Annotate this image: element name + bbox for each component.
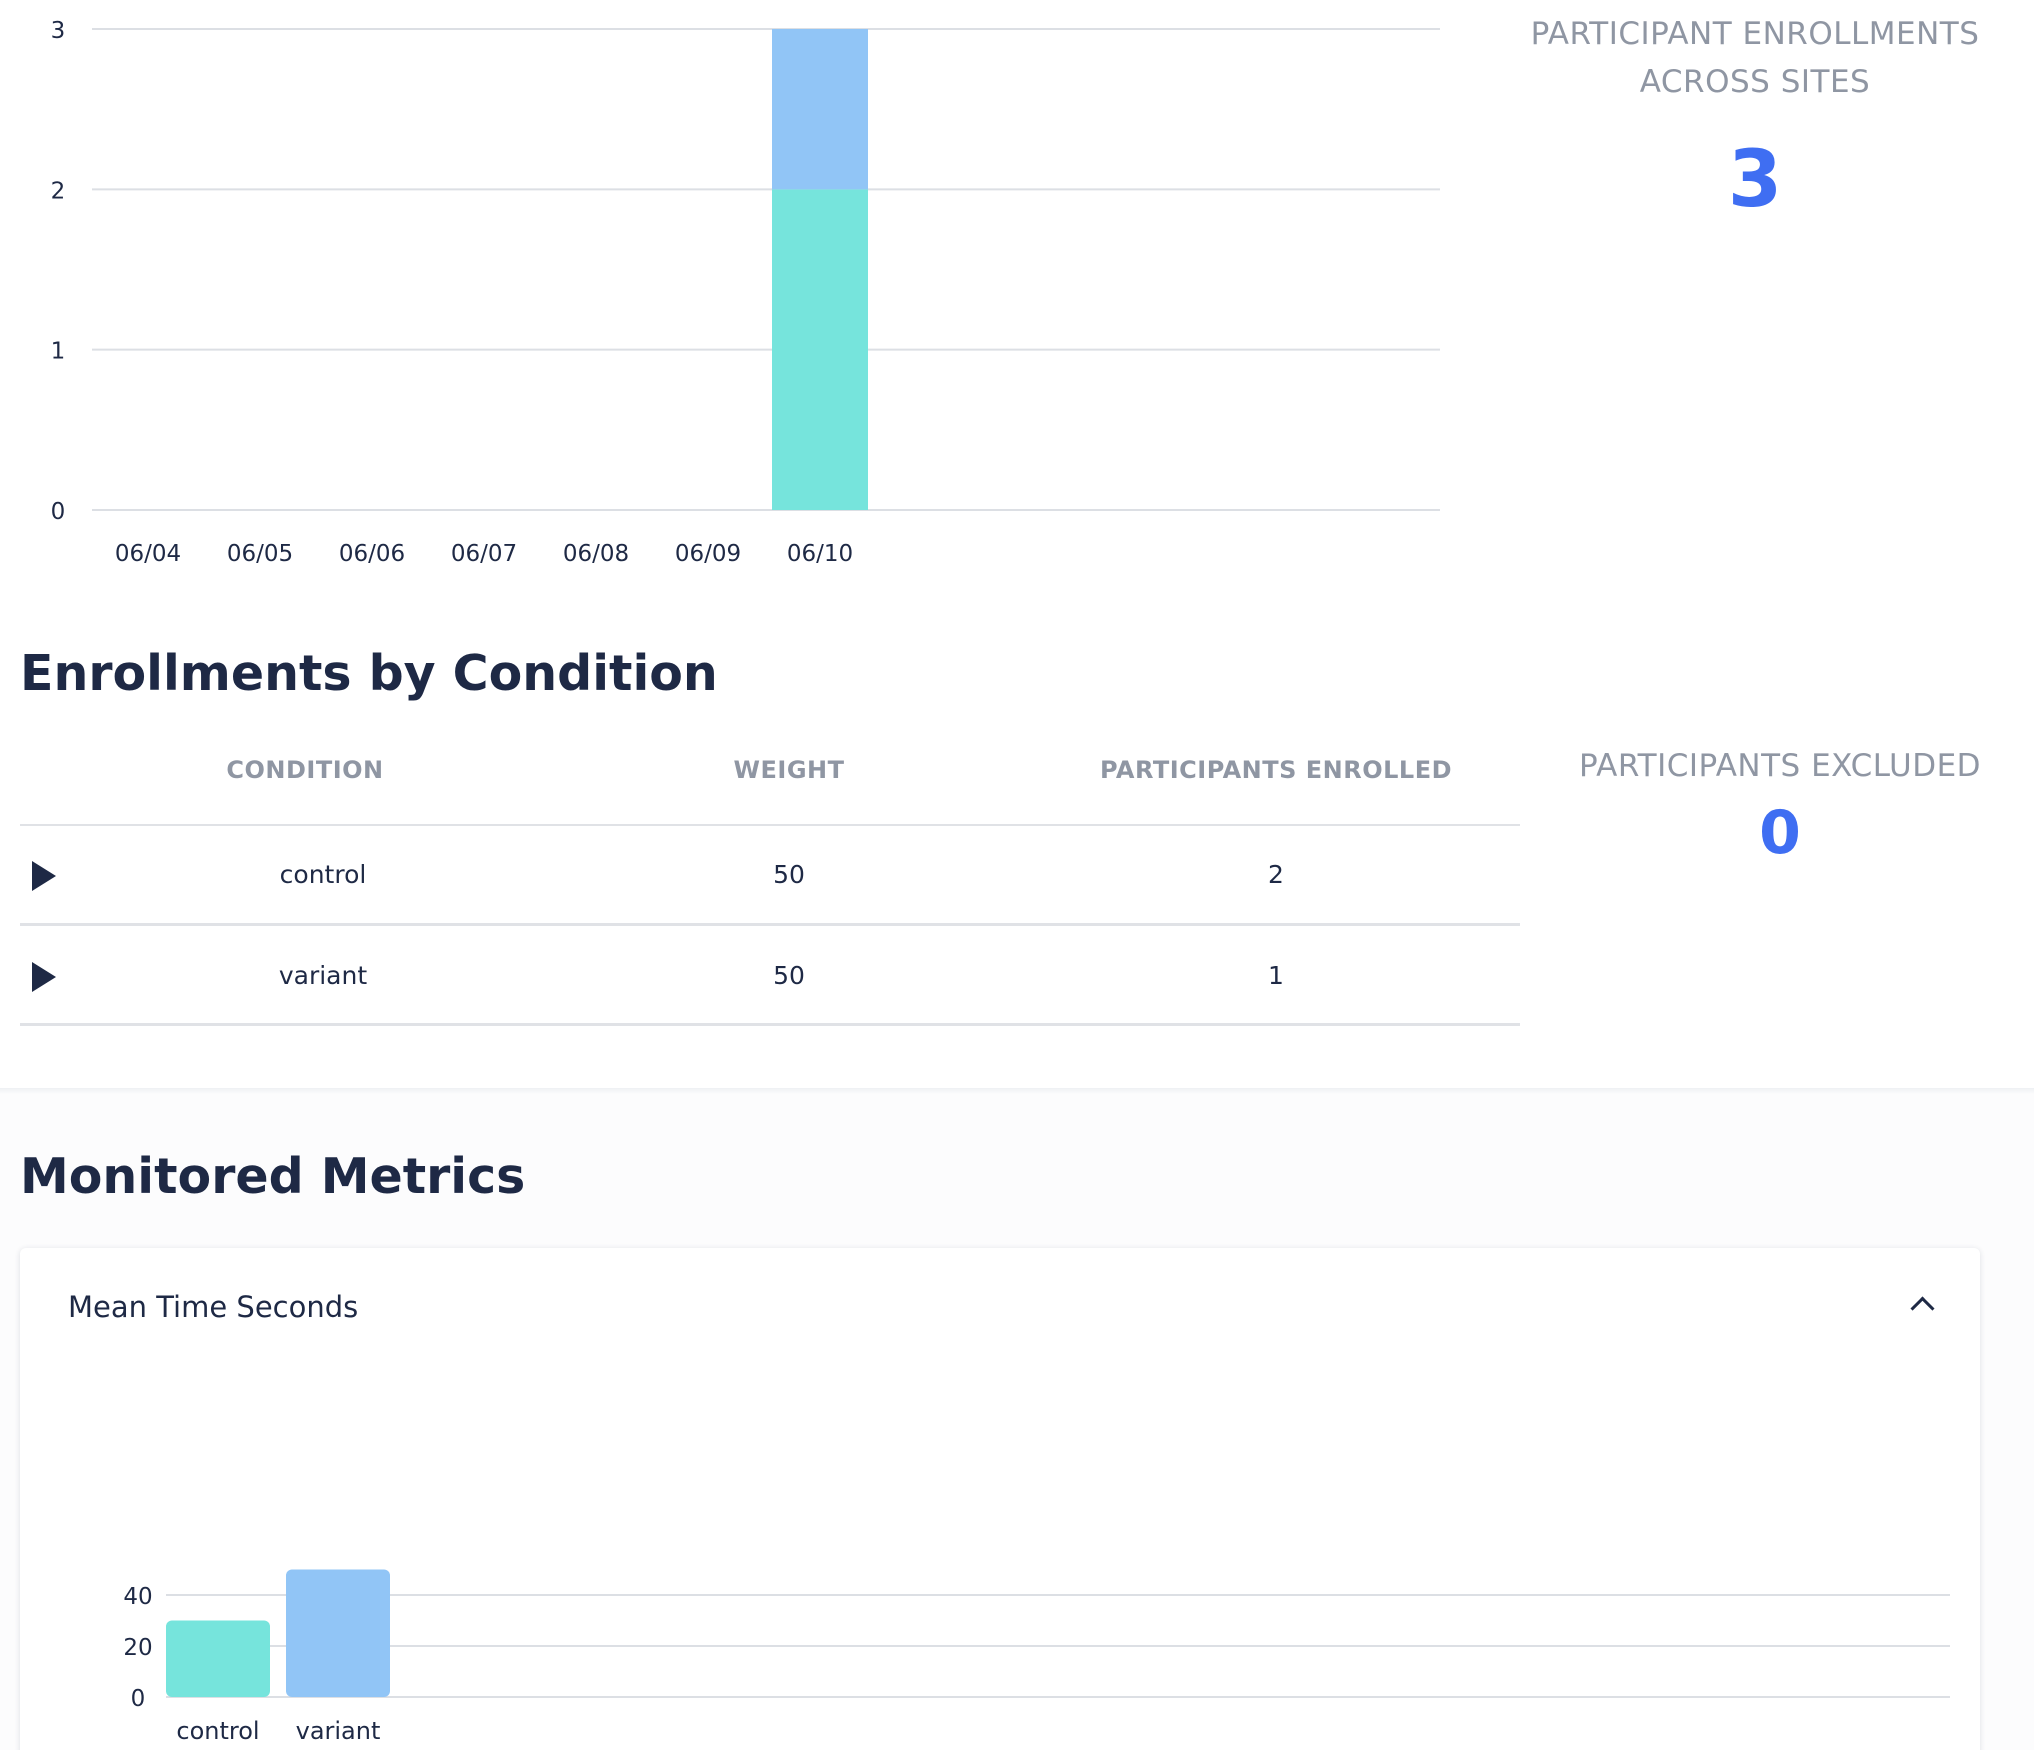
enrollments-across-sites-title-line2: ACROSS SITES — [1639, 64, 1871, 100]
x-tick-label: control — [176, 1717, 259, 1745]
mean-time-seconds-chart: 0 20 40 control variant — [123, 1569, 1950, 1745]
metric-card: Mean Time Seconds 0 20 40 control variant — [20, 1248, 1980, 1750]
chevron-up-icon[interactable] — [1910, 1296, 1935, 1321]
enrollments-across-sites-value: 3 — [1727, 135, 1783, 225]
y-tick-label: 20 — [123, 1635, 152, 1661]
y-tick-label: 3 — [51, 18, 66, 44]
condition-cell: variant — [278, 961, 368, 990]
metric-bar — [166, 1620, 270, 1697]
enrollments-by-condition-title: Enrollments by Condition — [20, 645, 718, 702]
x-tick-label: 06/08 — [563, 541, 629, 567]
y-tick-label: 0 — [131, 1686, 146, 1712]
condition-cell: control — [279, 860, 367, 889]
x-tick-label: 06/06 — [339, 541, 405, 567]
enrolled-cell: 2 — [1268, 860, 1284, 889]
column-header-weight: WEIGHT — [733, 756, 845, 784]
y-tick-label: 1 — [51, 339, 66, 365]
enrolled-cell: 1 — [1268, 961, 1284, 990]
bar-segment — [772, 29, 868, 190]
x-tick-label: 06/10 — [787, 541, 853, 567]
enrollments-across-sites-title-line1: PARTICIPANT ENROLLMENTS — [1530, 16, 1980, 52]
section-separator — [0, 1088, 2034, 1094]
bar-segment — [772, 189, 868, 511]
table-header-divider — [20, 824, 1520, 826]
participants-excluded-title: PARTICIPANTS EXCLUDED — [1578, 748, 1982, 784]
weight-cell: 50 — [773, 860, 805, 889]
expand-row-icon[interactable] — [32, 962, 56, 992]
participants-excluded-value: 0 — [1759, 798, 1801, 868]
table-row[interactable]: control 50 2 — [20, 825, 1520, 925]
enrollments-across-sites-title: PARTICIPANT ENROLLMENTS ACROSS SITES — [1500, 10, 2010, 106]
column-header-participants-enrolled: PARTICIPANTS ENROLLED — [1099, 756, 1453, 784]
column-header-condition: CONDITION — [226, 756, 384, 784]
y-tick-label: 2 — [51, 178, 66, 204]
monitored-metrics-title: Monitored Metrics — [20, 1148, 526, 1205]
x-tick-label: 06/05 — [227, 541, 293, 567]
x-tick-label: 06/04 — [115, 541, 181, 567]
x-tick-label: 06/07 — [451, 541, 517, 567]
y-tick-label: 40 — [123, 1584, 152, 1610]
weight-cell: 50 — [773, 961, 805, 990]
enrollments-over-time-chart: 0 1 2 3 06/04 06/05 06/06 06/07 06/08 06/09 06/10 — [51, 18, 1440, 567]
table-row[interactable]: variant 50 1 — [20, 926, 1520, 1026]
metric-title: Mean Time Seconds — [68, 1290, 359, 1324]
expand-row-icon[interactable] — [32, 861, 56, 891]
row-divider — [20, 1023, 1520, 1026]
metric-bar — [286, 1569, 390, 1697]
x-tick-label: variant — [296, 1717, 381, 1745]
y-tick-label: 0 — [51, 499, 66, 525]
row-divider — [20, 923, 1520, 926]
x-tick-label: 06/09 — [675, 541, 741, 567]
